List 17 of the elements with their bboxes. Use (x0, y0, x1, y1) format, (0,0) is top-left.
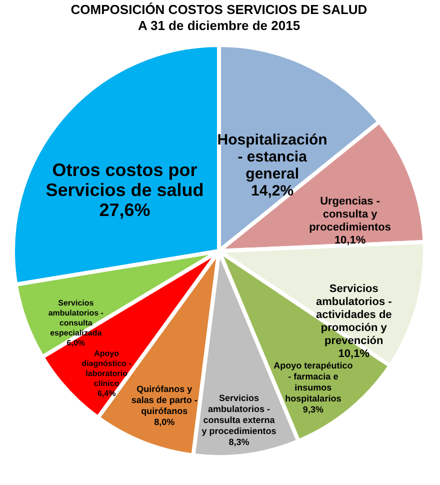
data-label: 27,6% (99, 200, 150, 220)
data-label: 10,1% (338, 348, 370, 360)
slice-label: Servicios ambulatorios - consulta externa y procedimientos (202, 392, 276, 436)
slice-label: Urgencias - consulta y procedimientos (309, 195, 391, 234)
data-label: 8,0% (154, 416, 175, 427)
slice-label: Hospitalización - estancia general (217, 131, 328, 182)
slice-label: Quirófanos y salas de parto - quirófanos (131, 384, 198, 416)
slice-label: Apoyo terapéutico - farmacia e insumos hospitalarios (274, 360, 354, 404)
slice-label: Apoyo diagnóstico - laboratorio clínico (82, 348, 132, 388)
data-label: 8,3% (228, 436, 250, 447)
data-label: 6,0% (66, 338, 86, 348)
slice-label: Otros costos por Servicios de salud (46, 160, 204, 200)
chart-title: COMPOSICIÓN COSTOS SERVICIOS DE SALUD (70, 2, 368, 17)
chart-subtitle: A 31 de diciembre de 2015 (138, 18, 300, 33)
data-label: 10,1% (334, 234, 366, 246)
data-label: 14,2% (251, 182, 294, 200)
data-label: 9,3% (302, 404, 324, 415)
